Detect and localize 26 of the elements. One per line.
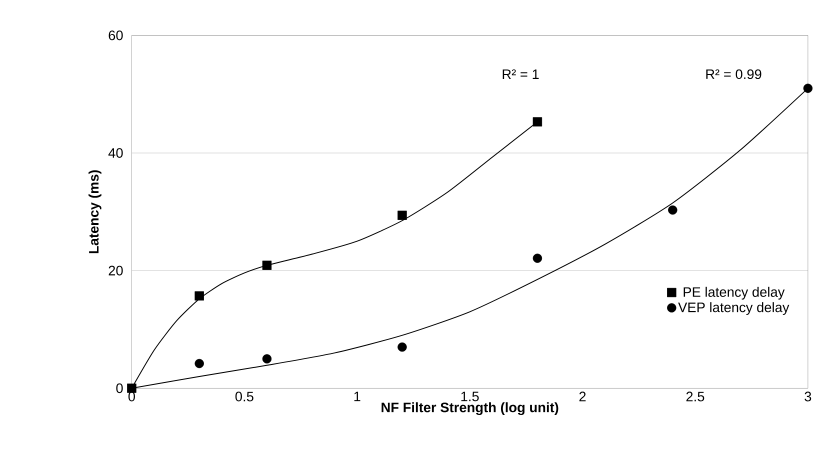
y-tick-label: 20 (108, 266, 123, 276)
annotation: R² = 1 (502, 69, 539, 79)
legend-label: VEP latency delay (678, 302, 790, 315)
y-axis-title: Latency (ms) (88, 170, 102, 254)
x-tick-label: 2.5 (686, 392, 704, 402)
y-tick-label: 0 (116, 383, 123, 394)
x-axis-title: NF Filter Strength (log unit) (382, 402, 558, 416)
x-tick-label: 0.5 (235, 392, 254, 402)
point (262, 260, 272, 270)
x-tick-label: 2 (579, 392, 586, 402)
point (532, 254, 542, 263)
point (194, 291, 204, 301)
y-tick-label: 40 (108, 148, 123, 158)
x-tick-label: 1.5 (461, 392, 479, 402)
point (194, 358, 204, 368)
point (398, 342, 407, 352)
legend-label: PE latency delay (684, 286, 785, 300)
point (398, 210, 407, 220)
y-tick-label: 60 (108, 30, 123, 40)
point (668, 205, 678, 215)
point (262, 354, 272, 364)
point (532, 117, 542, 126)
point (127, 384, 136, 393)
x-tick-label: 1 (354, 392, 360, 402)
annotation: R² = 0.99 (706, 69, 762, 80)
x-tick-label: 3 (804, 392, 812, 402)
